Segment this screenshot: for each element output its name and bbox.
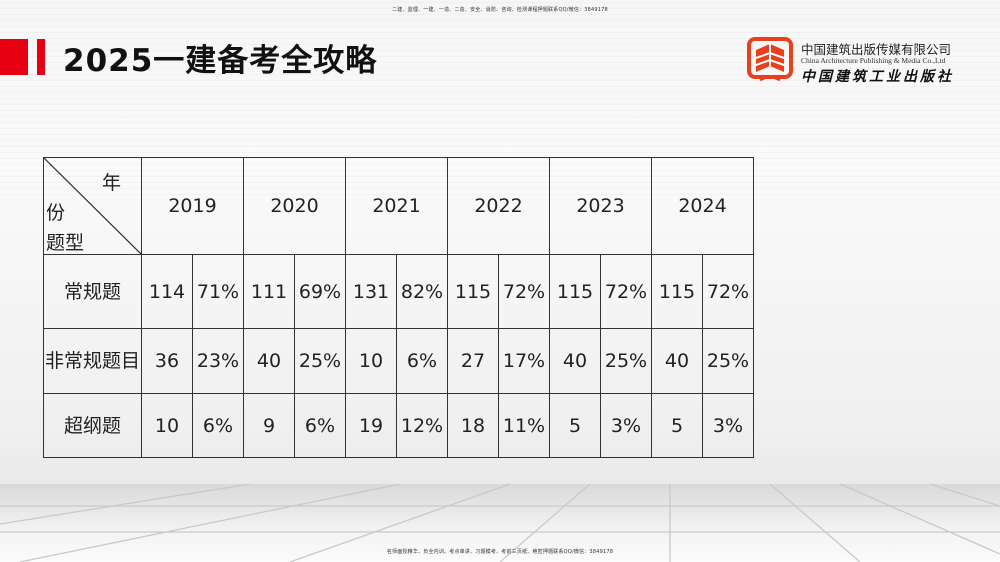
count-cell: 19 — [345, 393, 397, 458]
exam-question-type-table: 年 份 题型 2019 2020 2021 2022 2023 2024 常规题… — [43, 157, 754, 458]
diagonal-divider — [44, 158, 141, 254]
corner-fen-label: 份 — [46, 202, 66, 224]
publisher-name-cn: 中国建筑出版传媒有限公司 — [801, 42, 952, 57]
count-cell: 131 — [345, 254, 397, 329]
count-cell: 5 — [651, 393, 703, 458]
count-cell: 9 — [243, 393, 295, 458]
table-row: 常规题 114 71% 111 69% 131 82% 115 72% 115 … — [43, 254, 754, 329]
count-cell: 40 — [651, 328, 703, 394]
year-header: 2019 — [141, 157, 244, 255]
title-accent-block — [0, 39, 28, 75]
publisher-logo: 中国建筑出版传媒有限公司 China Architecture Publishi… — [746, 36, 966, 86]
percent-cell: 25% — [600, 328, 652, 394]
count-cell: 27 — [447, 328, 499, 394]
corner-year-label: 年 — [102, 172, 122, 194]
year-header: 2021 — [345, 157, 448, 255]
count-cell: 40 — [549, 328, 601, 394]
percent-cell: 6% — [396, 328, 448, 394]
bottom-contact-note: 名师面授精华、负全内训、考点串讲、习题模考、考前三页纸、绝密押题联系QQ/微信：… — [386, 549, 614, 555]
percent-cell: 3% — [702, 393, 754, 458]
percent-cell: 3% — [600, 393, 652, 458]
publisher-name-calligraphy: 中国建筑工业出版社 — [801, 69, 954, 85]
percent-cell: 12% — [396, 393, 448, 458]
percent-cell: 82% — [396, 254, 448, 329]
title-accent-bar — [37, 39, 45, 75]
percent-cell: 72% — [702, 254, 754, 329]
percent-cell: 6% — [294, 393, 346, 458]
percent-cell: 25% — [702, 328, 754, 394]
row-label: 常规题 — [43, 254, 142, 329]
year-header: 2022 — [447, 157, 550, 255]
percent-cell: 23% — [192, 328, 244, 394]
year-header: 2024 — [651, 157, 754, 255]
percent-cell: 72% — [498, 254, 550, 329]
percent-cell: 69% — [294, 254, 346, 329]
top-contact-note: 二建、监理、一建、一造、二造、安全、消防、咨询、检测课程押题联系QQ/微信：38… — [392, 7, 608, 13]
count-cell: 5 — [549, 393, 601, 458]
table-header-row: 年 份 题型 2019 2020 2021 2022 2023 2024 — [43, 157, 754, 255]
count-cell: 115 — [651, 254, 703, 329]
percent-cell: 71% — [192, 254, 244, 329]
percent-cell: 72% — [600, 254, 652, 329]
count-cell: 114 — [141, 254, 193, 329]
percent-cell: 6% — [192, 393, 244, 458]
count-cell: 115 — [549, 254, 601, 329]
publisher-name-en: China Architecture Publishing & Media Co… — [801, 56, 946, 65]
year-header: 2023 — [549, 157, 652, 255]
percent-cell: 11% — [498, 393, 550, 458]
row-label: 非常规题目 — [43, 328, 142, 394]
count-cell: 36 — [141, 328, 193, 394]
count-cell: 10 — [141, 393, 193, 458]
row-label: 超纲题 — [43, 393, 142, 458]
count-cell: 10 — [345, 328, 397, 394]
count-cell: 115 — [447, 254, 499, 329]
count-cell: 111 — [243, 254, 295, 329]
percent-cell: 17% — [498, 328, 550, 394]
floor-background — [0, 484, 1000, 562]
corner-header-cell: 年 份 题型 — [43, 157, 142, 255]
corner-type-label: 题型 — [46, 232, 85, 254]
count-cell: 40 — [243, 328, 295, 394]
percent-cell: 25% — [294, 328, 346, 394]
table-row: 非常规题目 36 23% 40 25% 10 6% 27 17% 40 25% … — [43, 328, 754, 394]
year-header: 2020 — [243, 157, 346, 255]
table-row: 超纲题 10 6% 9 6% 19 12% 18 11% 5 3% 5 3% — [43, 393, 754, 458]
count-cell: 18 — [447, 393, 499, 458]
page-title: 2025一建备考全攻略 — [63, 43, 378, 79]
publisher-logo-icon — [747, 37, 793, 82]
